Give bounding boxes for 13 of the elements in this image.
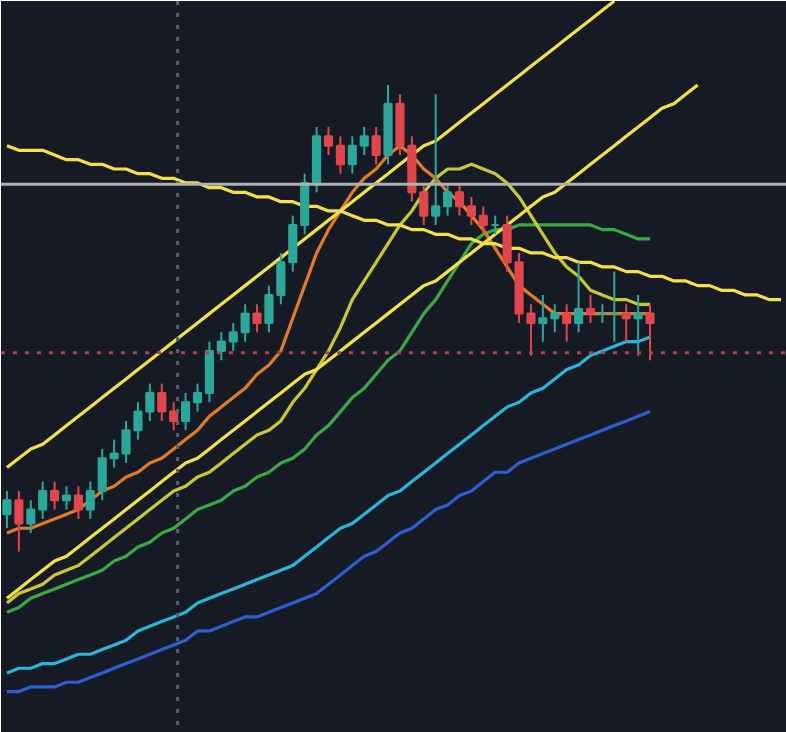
candlestick xyxy=(50,480,60,511)
candlestick xyxy=(645,303,655,362)
candlestick xyxy=(252,303,262,334)
candlestick xyxy=(562,303,572,343)
candlestick xyxy=(633,293,643,357)
candlestick xyxy=(371,125,381,166)
candlestick xyxy=(585,293,596,324)
candlestick xyxy=(73,485,83,520)
candlestick xyxy=(574,261,584,334)
candlestick xyxy=(14,489,24,553)
candlestick xyxy=(2,489,12,530)
candlestick xyxy=(621,303,631,343)
candlestick xyxy=(61,485,72,511)
